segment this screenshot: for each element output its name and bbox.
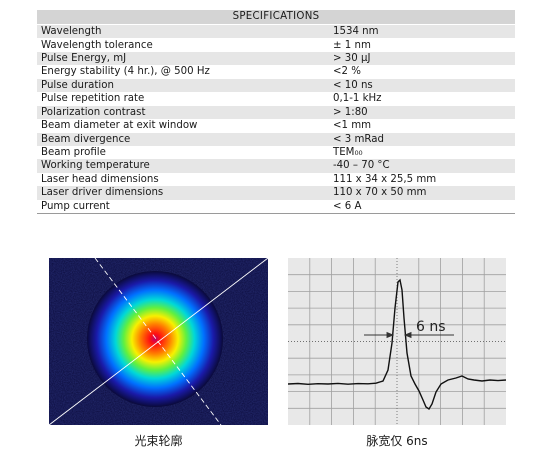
spec-table-header-row: SPECIFICATIONS [37,10,515,25]
spec-row: Beam divergence < 3 mRad [37,132,515,146]
spec-param: Pulse repetition rate [37,92,331,106]
spec-row: Laser head dimensions 111 x 34 x 25,5 mm [37,172,515,187]
spec-param: Polarization contrast [37,105,331,120]
spec-param: Energy stability (4 hr.), @ 500 Hz [37,65,331,79]
spec-table-header: SPECIFICATIONS [37,10,515,25]
spec-row: Pulse duration < 10 ns [37,78,515,93]
spec-row: Wavelength tolerance ± 1 nm [37,38,515,52]
spec-param: Wavelength [37,24,331,39]
spec-value: > 30 μJ [331,51,515,66]
spec-value: < 10 ns [331,78,515,93]
spec-value: > 1:80 [331,105,515,120]
pulse-width-marker [364,331,454,339]
spec-param: Beam divergence [37,132,331,146]
pulse-trace-line [288,278,506,410]
spec-param: Laser head dimensions [37,172,331,187]
spec-value: 0,1-1 kHz [331,92,515,106]
pulse-trace-caption: 脉宽仅 6ns [366,434,428,448]
spec-value: ± 1 nm [331,38,515,52]
spec-param: Beam profile [37,145,331,160]
spec-value: -40 – 70 °C [331,159,515,173]
spec-param: Wavelength tolerance [37,38,331,52]
beam-profile-caption: 光束轮廓 [134,434,183,448]
spec-row: Beam profile TEM₀₀ [37,145,515,160]
spec-value: <2 % [331,65,515,79]
spec-row: Polarization contrast > 1:80 [37,105,515,120]
scope-grid [288,258,506,425]
spec-row: Laser driver dimensions 110 x 70 x 50 mm [37,186,515,200]
spec-value: 111 x 34 x 25,5 mm [331,172,515,187]
beam-spot [87,271,223,407]
pulse-width-label: 6 ns [416,319,446,335]
spec-value: 110 x 70 x 50 mm [331,186,515,200]
spec-row: Wavelength 1534 nm [37,24,515,39]
specifications-table: SPECIFICATIONS Wavelength 1534 nm Wavelen… [37,10,515,215]
spec-row: Pump current < 6 A [37,199,515,215]
spec-value: TEM₀₀ [331,145,515,160]
spec-row: Beam diameter at exit window <1 mm [37,119,515,133]
spec-param: Working temperature [37,159,331,173]
beam-axis-dashed [94,258,222,425]
spec-param: Pump current [37,199,331,215]
beam-profile-image [49,258,268,425]
spec-value: <1 mm [331,119,515,133]
spec-param: Beam diameter at exit window [37,119,331,133]
spec-param: Laser driver dimensions [37,186,331,200]
spec-row: Working temperature -40 – 70 °C [37,159,515,173]
pulse-trace-image: 6 ns [288,258,506,425]
spec-param: Pulse duration [37,78,331,93]
spec-row: Energy stability (4 hr.), @ 500 Hz <2 % [37,65,515,79]
spec-value: < 6 A [331,199,515,215]
spec-value: 1534 nm [331,24,515,39]
spec-row: Pulse Energy, mJ > 30 μJ [37,51,515,66]
spec-row: Pulse repetition rate 0,1-1 kHz [37,92,515,106]
spec-value: < 3 mRad [331,132,515,146]
spec-param: Pulse Energy, mJ [37,51,331,66]
